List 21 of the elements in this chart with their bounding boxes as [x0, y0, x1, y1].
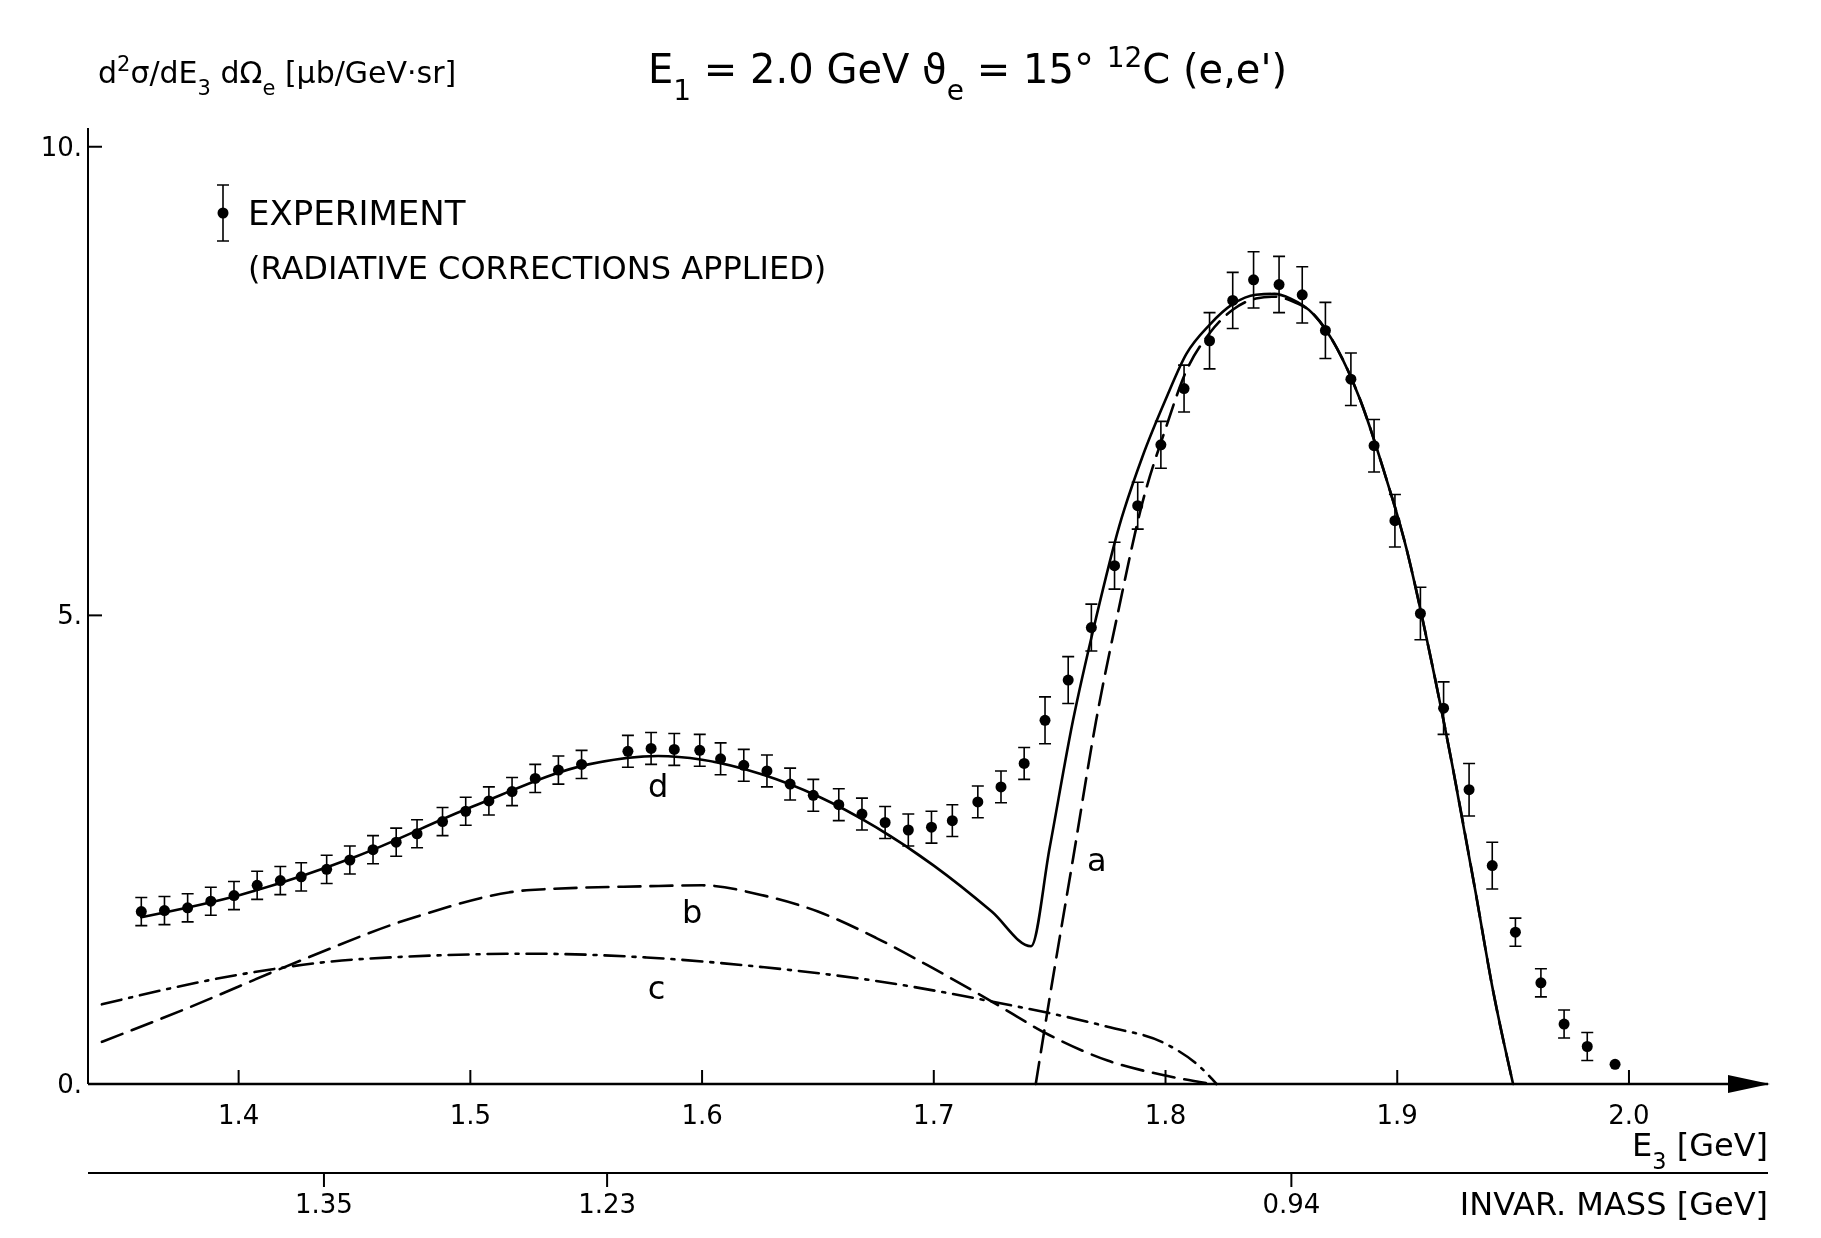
x2-tick-label: 1.35 — [295, 1189, 353, 1219]
series-label: d — [647, 767, 669, 806]
series-label: b — [681, 892, 703, 931]
annotation: (RADIATIVE CORRECTIONS APPLIED) — [248, 249, 827, 288]
y-tick-label: 10. — [40, 131, 82, 162]
y-tick-label: 5. — [57, 600, 82, 631]
x2-axis-title: INVAR. MASS [GeV] — [1459, 1185, 1768, 1223]
x2-tick-label: 1.23 — [578, 1189, 637, 1219]
y-axis-title: d$^{2}$σ/dE$_{3}$ dΩ$_{e}$ [μb/GeV·sr] — [98, 52, 457, 100]
legend-label: EXPERIMENT — [248, 192, 466, 233]
x-tick-label: 1.7 — [913, 1100, 955, 1130]
x-tick-label: 1.8 — [1144, 1100, 1187, 1130]
series-label: a — [1087, 841, 1107, 880]
series-label: c — [647, 968, 666, 1007]
x-tick-label: 1.5 — [449, 1100, 492, 1130]
x-tick-label: 1.4 — [217, 1100, 260, 1130]
chart-title: E$_{1}$ = 2.0 GeV ϑ$_{e}$ = 15° $^{12}$C (e,e') — [648, 40, 1288, 107]
x-tick-label: 1.9 — [1376, 1100, 1418, 1130]
x2-tick-label: 0.94 — [1262, 1189, 1321, 1219]
y-tick-label: 0. — [57, 1069, 82, 1100]
x-tick-label: 1.6 — [681, 1100, 723, 1130]
